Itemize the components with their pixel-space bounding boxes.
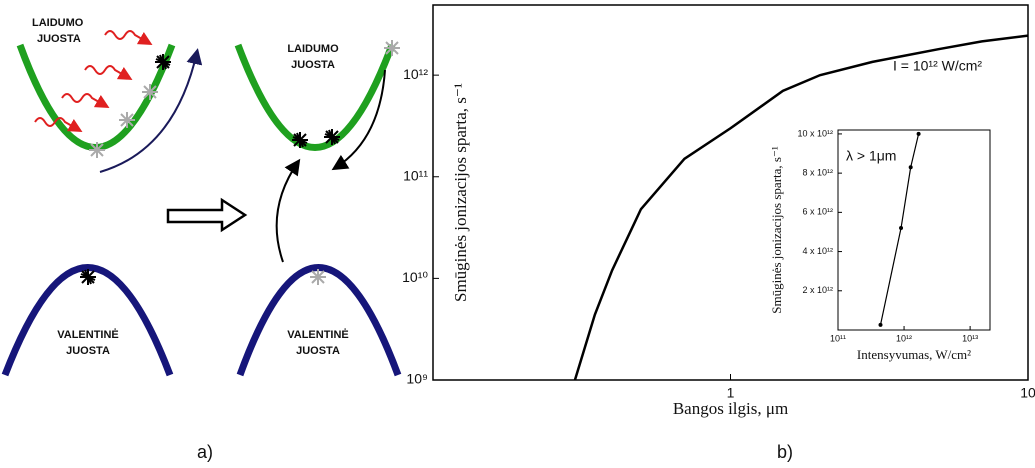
valence-band: [236, 264, 402, 377]
panel-label: b): [777, 442, 793, 462]
electron: [118, 111, 136, 129]
y-tick-label: 10⁹: [406, 371, 428, 387]
data-line: [879, 133, 920, 326]
x-axis-title: Bangos ilgis, μm: [673, 399, 788, 418]
annotation: λ > 1μm: [846, 148, 896, 164]
electron: [79, 268, 97, 286]
diagram: LAIDUMO JUOSTA LAIDUMO JUOSTA VALENTINĖ …: [1, 17, 793, 462]
y-tick-label: 2 x 10¹²: [802, 285, 833, 295]
annotation: I = 10¹² W/cm²: [893, 58, 982, 74]
y-axis-title: Smūginės jonizacijos sparta, s⁻¹: [451, 83, 470, 302]
band-label: LAIDUMO: [32, 17, 84, 29]
panel-label: a): [197, 442, 213, 462]
band-label: VALENTINĖ: [287, 328, 349, 341]
conduction-band: [234, 43, 396, 151]
electron: [383, 39, 401, 57]
y-tick-label: 10¹¹: [403, 167, 428, 183]
x-tick-label: 10¹³: [962, 333, 978, 343]
plot-frame: [837, 129, 991, 331]
x-tick-label: 10: [1020, 385, 1035, 401]
arrow: [99, 48, 203, 173]
band-label: LAIDUMO: [287, 43, 339, 55]
data-point: [878, 322, 883, 327]
y-tick-label: 8 x 10¹²: [802, 168, 833, 178]
electron: [88, 141, 106, 159]
electron: [141, 83, 159, 101]
y-tick-label: 6 x 10¹²: [802, 207, 833, 217]
hole: [309, 268, 327, 286]
valence-band: [1, 264, 174, 377]
band-label: JUOSTA: [291, 59, 335, 71]
band-label: JUOSTA: [66, 345, 110, 357]
data-point: [899, 226, 904, 231]
photons: [34, 30, 153, 132]
band-label: VALENTINĖ: [57, 328, 119, 341]
arrow: [331, 69, 386, 171]
arrow: [275, 158, 301, 263]
y-tick-label: 4 x 10¹²: [802, 246, 833, 256]
data-line: [573, 34, 1029, 381]
transition-arrow: [166, 197, 248, 233]
y-tick-label: 10¹⁰: [402, 269, 428, 285]
x-tick-label: 10¹¹: [830, 333, 846, 343]
electron: [291, 131, 309, 149]
data-point: [908, 165, 913, 170]
band-label: JUOSTA: [296, 345, 340, 357]
electron: [323, 128, 341, 146]
x-tick-label: 10¹²: [896, 333, 912, 343]
x-tick-label: 1: [727, 385, 735, 401]
band-label: JUOSTA: [37, 33, 81, 45]
electron: [154, 53, 172, 71]
y-axis-title: Smūginės jonizacijos sparta, s⁻¹: [769, 146, 784, 314]
y-tick-label: 10¹²: [403, 66, 428, 82]
data-point: [916, 131, 921, 136]
y-tick-label: 10 x 10¹²: [797, 128, 833, 138]
x-axis-title: Intensyvumas, W/cm²: [857, 347, 971, 362]
